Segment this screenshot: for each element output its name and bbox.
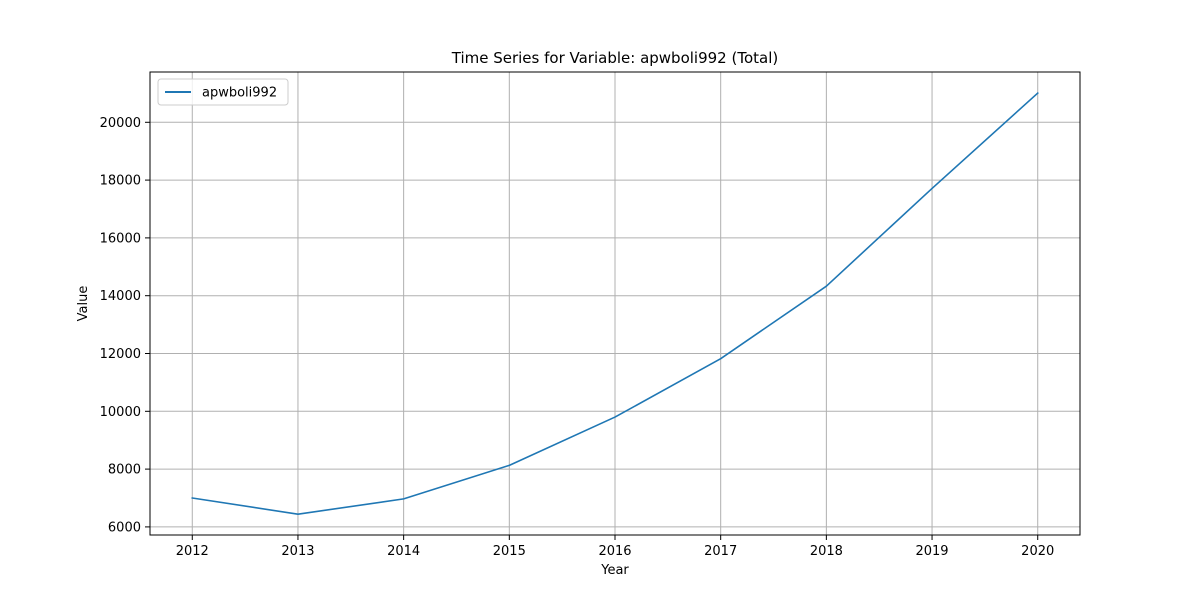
x-tick-label: 2017 (704, 544, 737, 559)
legend-entry-apwboli992: apwboli992 (202, 86, 277, 101)
y-tick-label: 18000 (100, 174, 141, 189)
y-tick-label: 10000 (100, 405, 141, 420)
x-tick-label: 2013 (281, 544, 314, 559)
x-tick-label: 2014 (387, 544, 420, 559)
x-tick-label: 2020 (1021, 544, 1054, 559)
y-tick-label: 12000 (100, 347, 141, 362)
series-layer (191, 91, 1039, 515)
y-tick-label: 20000 (100, 116, 141, 131)
y-axis: 6000 8000 10000 12000 14000 16000 18000 20000 (100, 116, 150, 535)
grid (150, 72, 1080, 535)
chart-title: Time Series for Variable: apwboli992 (To… (451, 49, 778, 67)
x-tick-label: 2016 (598, 544, 631, 559)
x-tick-label: 2018 (810, 544, 843, 559)
y-tick-label: 8000 (108, 463, 141, 478)
series-line-apwboli992 (191, 91, 1039, 515)
y-tick-label: 16000 (100, 231, 141, 246)
x-tick-label: 2019 (915, 544, 948, 559)
x-axis: 2012 2013 2014 2015 2016 2017 2018 2019 2020 (176, 535, 1054, 559)
y-tick-label: 6000 (108, 520, 141, 535)
y-tick-label: 14000 (100, 289, 141, 304)
y-axis-label: Value (76, 286, 91, 322)
x-axis-label: Year (600, 563, 629, 578)
legend-box (157, 78, 289, 106)
legend: apwboli992 (157, 78, 289, 106)
x-tick-label: 2015 (493, 544, 526, 559)
x-tick-label: 2012 (176, 544, 209, 559)
